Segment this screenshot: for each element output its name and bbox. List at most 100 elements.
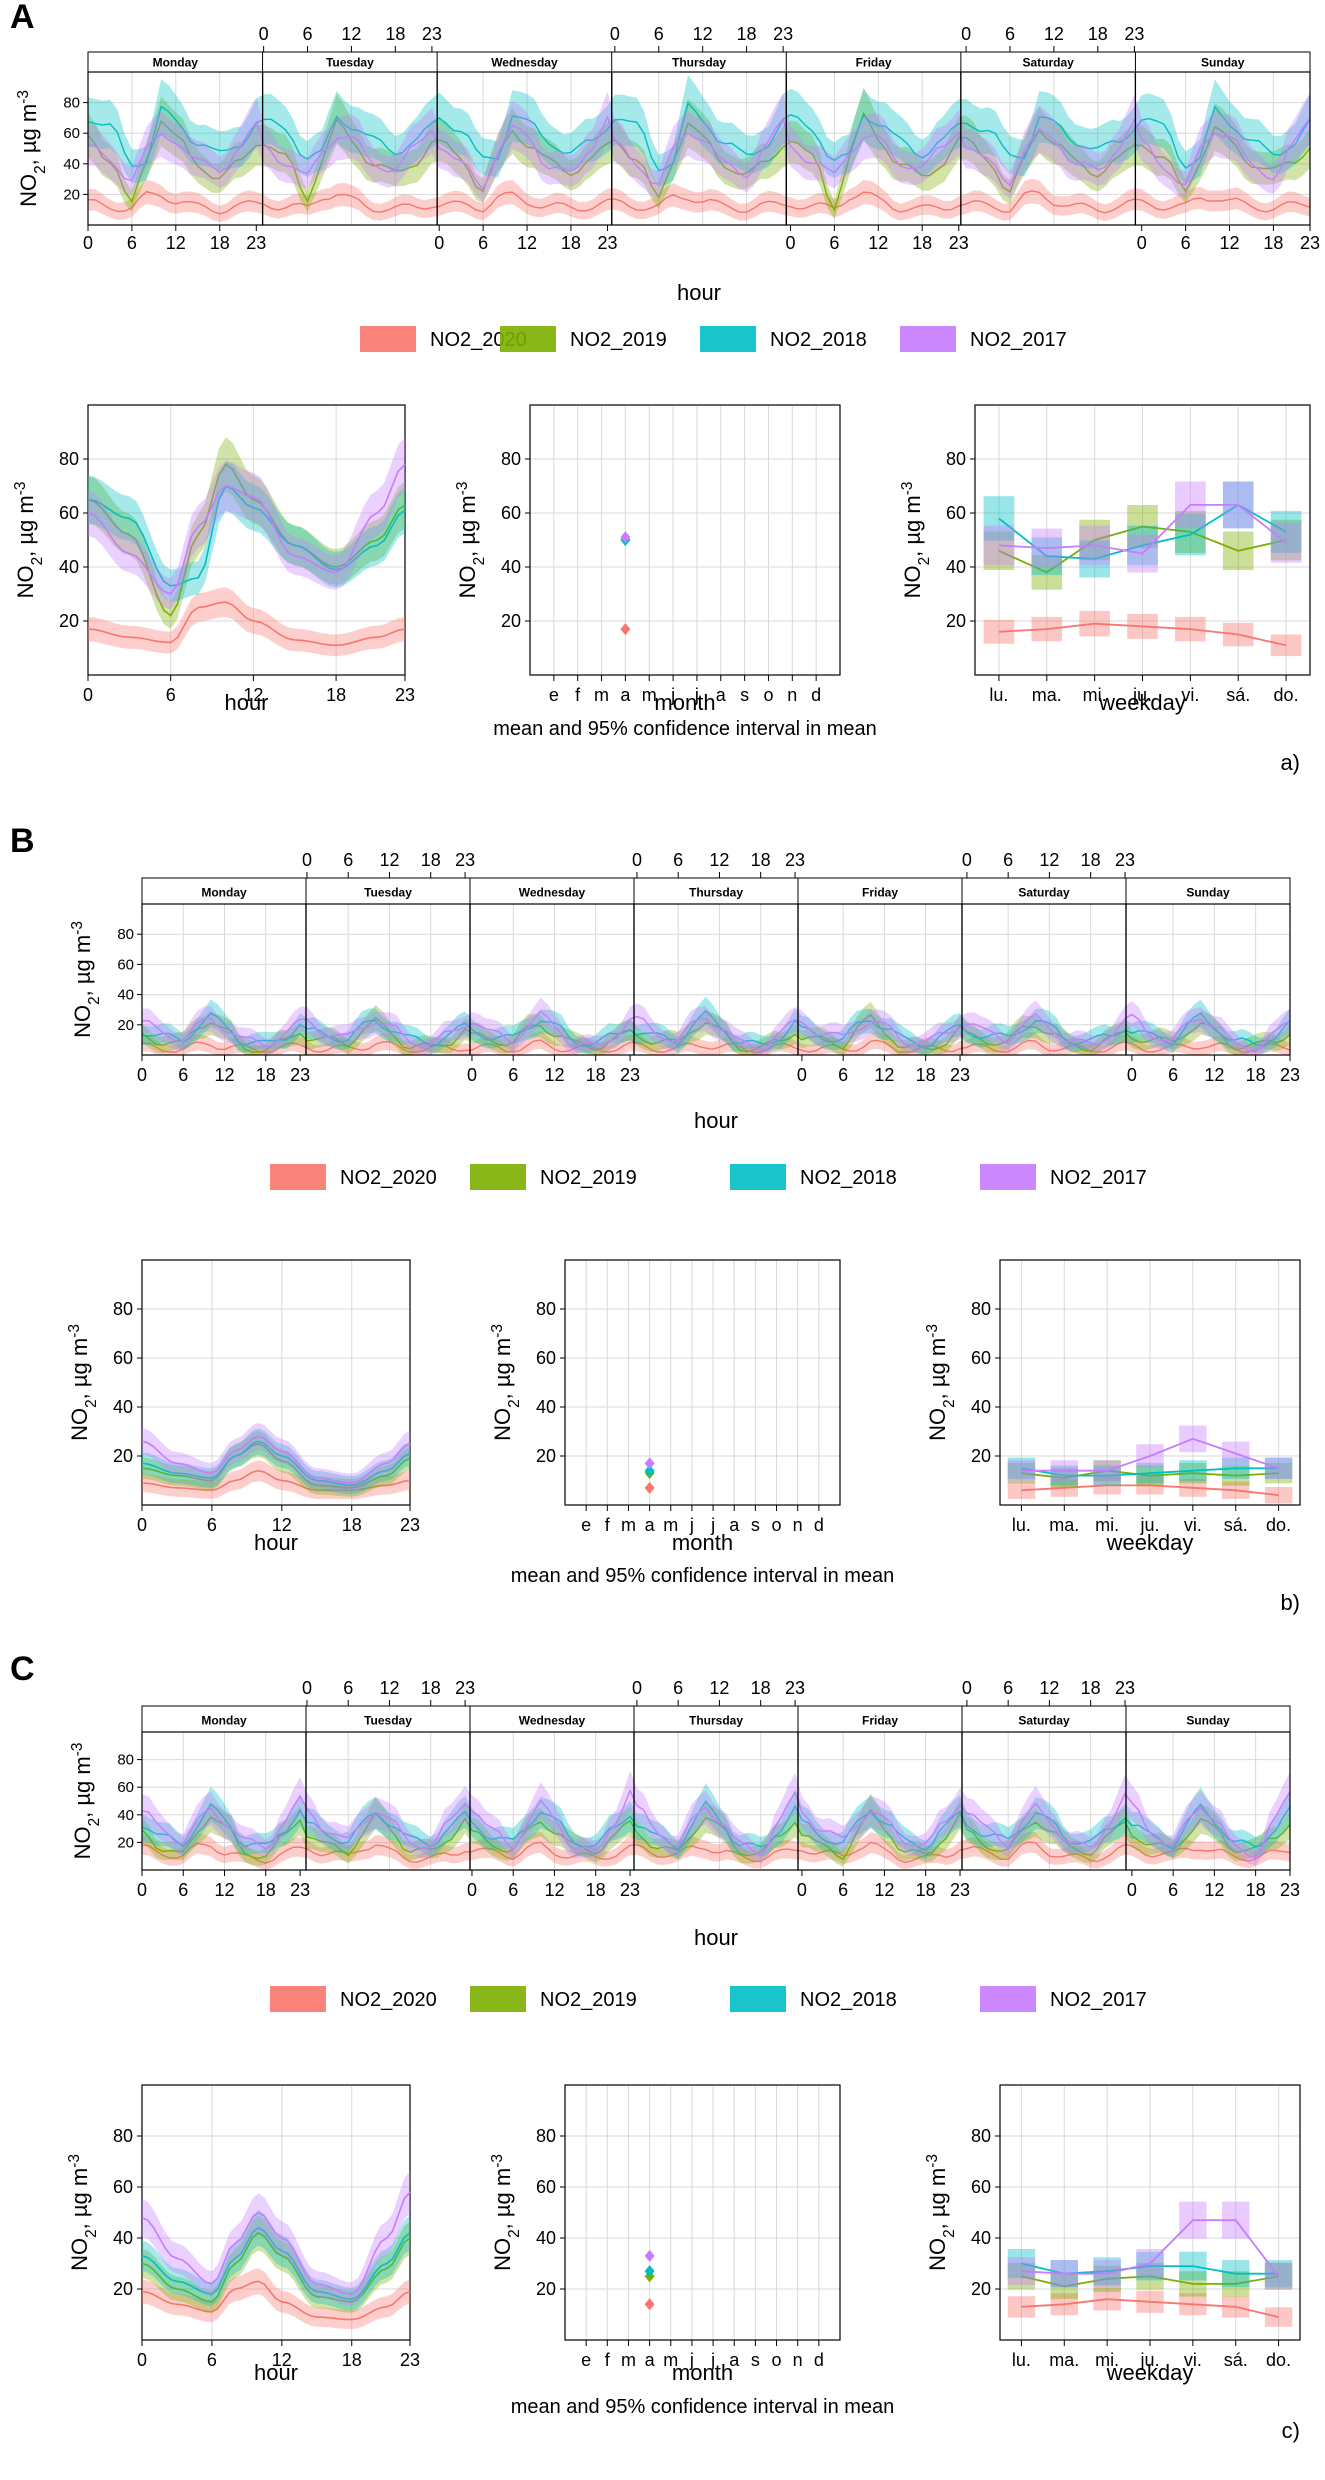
x-tick-label: 6 bbox=[838, 1880, 848, 1900]
x-tick-top-label: 12 bbox=[379, 1678, 399, 1698]
y-axis-label-text: NO2, µg m-3 bbox=[69, 921, 103, 1038]
x-tick-label: 23 bbox=[395, 685, 415, 705]
legend-swatch-NO2_2018 bbox=[730, 1164, 786, 1190]
y-axis-label-text: NO2, µg m-3 bbox=[489, 2154, 523, 2271]
y-tick-label: 80 bbox=[536, 2126, 556, 2146]
hour-line-NO2_2018 bbox=[141, 2226, 411, 2301]
hour-band-NO2_2019 bbox=[88, 437, 405, 629]
x-tick-label: 6 bbox=[829, 233, 839, 253]
y-label-sup: -3 bbox=[489, 2154, 506, 2168]
x-tick-top-label: 0 bbox=[632, 1678, 642, 1698]
y-tick-label: 40 bbox=[946, 557, 966, 577]
x-tick-label: 0 bbox=[797, 1065, 807, 1085]
x-tick-top-label: 6 bbox=[1005, 24, 1015, 44]
x-tick-top-label: 23 bbox=[1115, 850, 1135, 870]
weekday-panel-B: 20 40 60 80 lu. ma. mi. ju. vi. sá. do. weekday bbox=[971, 1259, 1301, 1555]
x-tick-top-label: 18 bbox=[1081, 1678, 1101, 1698]
y-axis-label-text: NO2, µg m-3 bbox=[924, 1324, 958, 1441]
x-tick-top-label: 0 bbox=[961, 24, 971, 44]
x-tick-label: do. bbox=[1274, 685, 1299, 705]
panel-tag-B: b) bbox=[1280, 1590, 1300, 1615]
x-tick-label: 18 bbox=[912, 233, 932, 253]
y-axis-label-text: NO2, µg m-3 bbox=[15, 90, 49, 207]
y-axis-label: NO2, µg m-3 bbox=[15, 90, 49, 207]
weekday-line-NO2_2019 bbox=[998, 525, 1287, 574]
x-tick-label: d bbox=[811, 685, 821, 705]
y-label-sup: -3 bbox=[899, 482, 916, 496]
y-axis-label: NO2, µg m-3 bbox=[924, 1324, 958, 1441]
y-label-part: , µg m bbox=[70, 935, 95, 997]
y-tick-label: 40 bbox=[501, 557, 521, 577]
x-tick-label: 23 bbox=[598, 233, 618, 253]
weekly-band-NO2_2019 bbox=[88, 87, 1310, 219]
x-tick-label: 0 bbox=[1137, 233, 1147, 253]
weekly-line-NO2_2019 bbox=[141, 1014, 1291, 1053]
y-axis-label: NO2, µg m-3 bbox=[454, 482, 488, 599]
y-tick-label: 40 bbox=[113, 1397, 133, 1417]
y-label-sup: -3 bbox=[66, 1324, 83, 1338]
y-label-part: NO bbox=[490, 1408, 515, 1441]
y-axis-label: NO2, µg m-3 bbox=[66, 1324, 100, 1441]
weekday-line-NO2_2020 bbox=[1021, 2298, 1279, 2318]
legend-swatch-NO2_2017 bbox=[980, 1164, 1036, 1190]
x-tick-label: 12 bbox=[874, 1880, 894, 1900]
legend-label-NO2_2020: NO2_2020 bbox=[340, 1167, 437, 1189]
y-label-part: , µg m bbox=[67, 1338, 92, 1400]
y-label-sub: 2 bbox=[83, 1399, 100, 1408]
weekly-line-NO2_2017 bbox=[87, 114, 1311, 191]
x-tick-top-label: 0 bbox=[302, 1678, 312, 1698]
weekday-line-NO2_2017 bbox=[1021, 1437, 1279, 1472]
hour-band-NO2_2017 bbox=[88, 437, 405, 610]
hour-line-NO2_2018 bbox=[141, 1440, 411, 1487]
y-label-part: , µg m bbox=[67, 2168, 92, 2230]
y-label-sub: 2 bbox=[29, 557, 46, 566]
x-tick-top-label: 12 bbox=[709, 1678, 729, 1698]
x-tick-label: 6 bbox=[166, 685, 176, 705]
weekly-line-NO2_2019 bbox=[87, 111, 1311, 212]
day-label-friday: Friday bbox=[856, 55, 892, 69]
hour-line-NO2_2020 bbox=[87, 601, 406, 647]
x-tick-label: 12 bbox=[1204, 1880, 1224, 1900]
y-axis-label-text: NO2, µg m-3 bbox=[66, 1324, 100, 1441]
x-tick-label: s bbox=[740, 685, 749, 705]
x-tick-label: 23 bbox=[400, 1515, 420, 1535]
x-tick-label: sá. bbox=[1224, 1515, 1248, 1535]
y-tick-label: 40 bbox=[117, 1807, 134, 1824]
hour-line-NO2_2017 bbox=[141, 2191, 411, 2295]
panel-label-B: B bbox=[10, 822, 35, 860]
y-label-sup: -3 bbox=[66, 2154, 83, 2168]
x-tick-label: do. bbox=[1266, 2350, 1291, 2370]
y-axis-label-text: NO2, µg m-3 bbox=[489, 1324, 523, 1441]
x-tick-top-label: 12 bbox=[709, 850, 729, 870]
y-tick-label: 20 bbox=[63, 186, 80, 203]
weekly-band-NO2_2018 bbox=[142, 1783, 1290, 1860]
x-tick-top-label: 18 bbox=[1088, 24, 1108, 44]
day-label-tuesday: Tuesday bbox=[326, 55, 374, 69]
x-tick-label: 12 bbox=[868, 233, 888, 253]
x-tick-label: 18 bbox=[256, 1065, 276, 1085]
x-tick-label: 6 bbox=[478, 233, 488, 253]
x-tick-label: 6 bbox=[508, 1880, 518, 1900]
weekly-x-label: hour bbox=[677, 280, 721, 305]
day-label-wednesday: Wednesday bbox=[519, 1714, 586, 1728]
month-x-label: month bbox=[672, 1530, 733, 1555]
hour-x-label: hour bbox=[254, 1530, 298, 1555]
x-tick-label: 12 bbox=[214, 1880, 234, 1900]
y-label-part: , µg m bbox=[900, 495, 925, 557]
x-tick-label: a bbox=[729, 1515, 740, 1535]
x-tick-label: 18 bbox=[1246, 1880, 1266, 1900]
x-tick-label: d bbox=[814, 1515, 824, 1535]
day-label-monday: Monday bbox=[201, 886, 247, 900]
month-point-NO2_2018 bbox=[644, 1464, 655, 1477]
weekday-panel-A: 20 40 60 80 lu. ma. mi. ju. vi. sá. do. weekday bbox=[946, 404, 1311, 715]
y-label-sub: 2 bbox=[916, 557, 933, 566]
x-tick-label: 6 bbox=[508, 1065, 518, 1085]
hour-band-NO2_2020 bbox=[88, 587, 405, 657]
x-tick-label: vi. bbox=[1181, 685, 1199, 705]
x-tick-label: 0 bbox=[434, 233, 444, 253]
x-tick-top-label: 12 bbox=[693, 24, 713, 44]
weekday-x-label: weekday bbox=[1098, 690, 1186, 715]
day-label-monday: Monday bbox=[153, 55, 199, 69]
